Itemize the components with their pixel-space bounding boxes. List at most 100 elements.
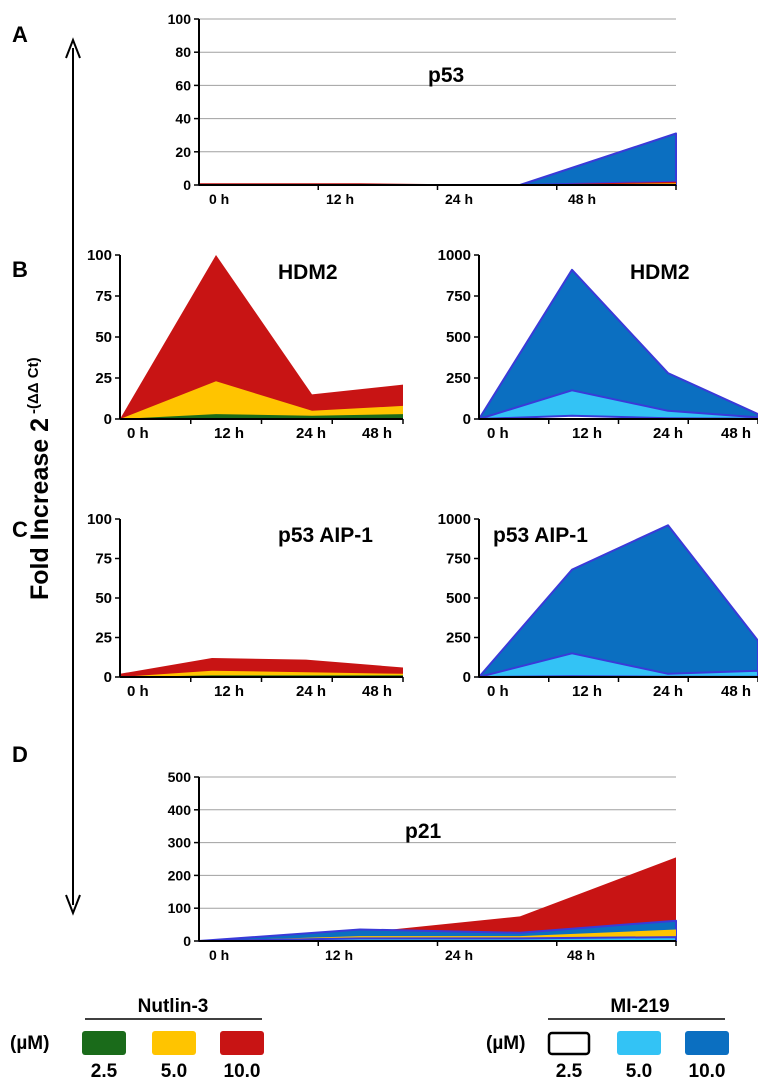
chart-title: p53 AIP-1 bbox=[278, 524, 373, 547]
chart-c-p53aip1-nutlin: 0 25 50 75 100 0 h 12 h 24 h 48 h p53 AIP-1 bbox=[87, 511, 404, 700]
x-tick-label: 24 h bbox=[445, 947, 473, 963]
y-tick-label: 50 bbox=[95, 590, 112, 607]
x-tick-label: 24 h bbox=[445, 191, 473, 207]
panel-letter-a: A bbox=[12, 22, 28, 47]
y-tick-label: 0 bbox=[463, 669, 471, 686]
y-tick-label: 75 bbox=[95, 551, 112, 568]
x-tick-label: 12 h bbox=[214, 683, 244, 700]
legend-mi219-swatch-2-5 bbox=[547, 1031, 591, 1056]
x-tick-label: 0 h bbox=[209, 947, 229, 963]
y-tick-label: 50 bbox=[95, 329, 112, 346]
shared-y-label: Fold Increase 2 -(ΔΔ Ct) bbox=[25, 357, 54, 600]
legend-mi219-label-5-0: 5.0 bbox=[626, 1061, 652, 1082]
shared-y-label-main: Fold Increase 2 bbox=[26, 418, 54, 600]
y-tick-label: 750 bbox=[446, 288, 471, 305]
area-mi-219-10-0 bbox=[198, 132, 677, 186]
y-tick-label: 0 bbox=[104, 669, 112, 686]
y-tick-label: 200 bbox=[168, 867, 192, 883]
y-tick-label: 100 bbox=[87, 511, 112, 528]
x-tick-label: 48 h bbox=[721, 425, 751, 442]
y-tick-label: 250 bbox=[446, 370, 471, 387]
y-tick-label: 300 bbox=[168, 835, 192, 851]
y-tick-label: 20 bbox=[175, 144, 191, 160]
x-tick-label: 12 h bbox=[572, 425, 602, 442]
x-tick-label: 48 h bbox=[567, 947, 595, 963]
x-tick-label: 12 h bbox=[325, 947, 353, 963]
area-nutlin-3-10-0 bbox=[199, 857, 676, 941]
y-tick-label: 40 bbox=[175, 111, 191, 127]
legend-mi219-swatch-5-0 bbox=[617, 1031, 661, 1055]
y-tick-label: 1000 bbox=[438, 511, 471, 528]
panel-letter-d: D bbox=[12, 742, 28, 767]
y-tick-label: 400 bbox=[168, 802, 192, 818]
area-nutlin-3-5-0 bbox=[120, 381, 403, 419]
x-tick-label: 48 h bbox=[362, 683, 392, 700]
legend-nutlin-unit: (µM) bbox=[10, 1033, 49, 1054]
legend-nutlin-swatch-2-5 bbox=[82, 1031, 126, 1055]
area-nutlin-3-10-0 bbox=[120, 255, 403, 419]
legend-mi219-title: MI-219 bbox=[610, 996, 669, 1017]
chart-d-p21: 0 100 200 300 400 500 0 h 12 h 24 h 48 h p21 bbox=[168, 769, 677, 963]
area-nutlin-3-2-5 bbox=[120, 414, 403, 419]
y-tick-label: 0 bbox=[463, 411, 471, 428]
chart-b-hdm2-nutlin: 0 25 50 75 100 0 h 12 h 24 h 48 h HDM2 bbox=[87, 247, 404, 442]
y-tick-label: 0 bbox=[183, 177, 191, 193]
x-tick-label: 0 h bbox=[487, 683, 509, 700]
area-mi-219-10-0 bbox=[478, 268, 758, 420]
y-tick-label: 100 bbox=[87, 247, 112, 264]
panel-letter-b: B bbox=[12, 257, 28, 282]
legend-mi219-label-10-0: 10.0 bbox=[689, 1061, 726, 1082]
legend-mi219-swatch-10-0 bbox=[685, 1031, 729, 1055]
x-tick-label: 24 h bbox=[653, 683, 683, 700]
chart-title: p21 bbox=[405, 820, 442, 843]
x-tick-label: 12 h bbox=[214, 425, 244, 442]
chart-b-hdm2-mi219: 0 250 500 750 1000 0 h 12 h 24 h 48 h HDM2 bbox=[438, 247, 758, 442]
chart-title: p53 bbox=[428, 64, 464, 87]
x-tick-label: 24 h bbox=[296, 683, 326, 700]
x-tick-label: 48 h bbox=[568, 191, 596, 207]
x-tick-label: 0 h bbox=[127, 683, 149, 700]
legend-nutlin-label-2-5: 2.5 bbox=[91, 1061, 118, 1082]
legend-mi219-label-2-5: 2.5 bbox=[556, 1061, 583, 1082]
x-tick-label: 24 h bbox=[653, 425, 683, 442]
y-tick-label: 75 bbox=[95, 288, 112, 305]
x-tick-label: 0 h bbox=[487, 425, 509, 442]
y-tick-label: 500 bbox=[168, 769, 192, 785]
chart-title: HDM2 bbox=[630, 261, 690, 284]
y-tick-label: 500 bbox=[446, 329, 471, 346]
chart-title: p53 AIP-1 bbox=[493, 524, 588, 547]
shared-y-label-sup: -(ΔΔ Ct) bbox=[25, 357, 42, 414]
area-mi-219-10-0 bbox=[478, 524, 758, 678]
y-tick-label: 60 bbox=[175, 77, 191, 93]
x-tick-label: 0 h bbox=[209, 191, 229, 207]
y-tick-label: 80 bbox=[175, 44, 191, 60]
y-tick-label: 25 bbox=[95, 370, 112, 387]
legend-mi219: MI-219 (µM) 2.5 5.0 10.0 bbox=[486, 996, 729, 1082]
legend-nutlin-swatch-5-0 bbox=[152, 1031, 196, 1055]
chart-a-p53: 0 20 40 60 80 100 0 h 12 h 24 h 48 h p53 bbox=[168, 11, 677, 207]
x-tick-label: 48 h bbox=[362, 425, 392, 442]
panel-letter-c: C bbox=[12, 517, 28, 542]
y-tick-label: 250 bbox=[446, 630, 471, 647]
x-tick-label: 0 h bbox=[127, 425, 149, 442]
x-tick-label: 24 h bbox=[296, 425, 326, 442]
legend-nutlin-swatch-10-0 bbox=[220, 1031, 264, 1055]
y-tick-label: 500 bbox=[446, 590, 471, 607]
legend-nutlin-title: Nutlin-3 bbox=[138, 996, 209, 1017]
chart-title: HDM2 bbox=[278, 261, 338, 284]
legend-nutlin-label-10-0: 10.0 bbox=[224, 1061, 261, 1082]
y-tick-label: 100 bbox=[168, 900, 192, 916]
legend-mi219-unit: (µM) bbox=[486, 1033, 525, 1054]
legend-nutlin-label-5-0: 5.0 bbox=[161, 1061, 187, 1082]
shared-y-axis-arrow bbox=[65, 37, 81, 916]
y-tick-label: 0 bbox=[183, 933, 191, 949]
x-tick-label: 12 h bbox=[326, 191, 354, 207]
x-tick-label: 48 h bbox=[721, 683, 751, 700]
y-tick-label: 750 bbox=[446, 551, 471, 568]
y-tick-label: 0 bbox=[104, 411, 112, 428]
chart-c-p53aip1-mi219: 0 250 500 750 1000 0 h 12 h 24 h 48 h p53 AIP-1 bbox=[438, 511, 758, 700]
y-tick-label: 25 bbox=[95, 630, 112, 647]
x-tick-label: 12 h bbox=[572, 683, 602, 700]
legend-nutlin: Nutlin-3 (µM) 2.5 5.0 10.0 bbox=[10, 996, 264, 1082]
y-tick-label: 100 bbox=[168, 11, 192, 27]
